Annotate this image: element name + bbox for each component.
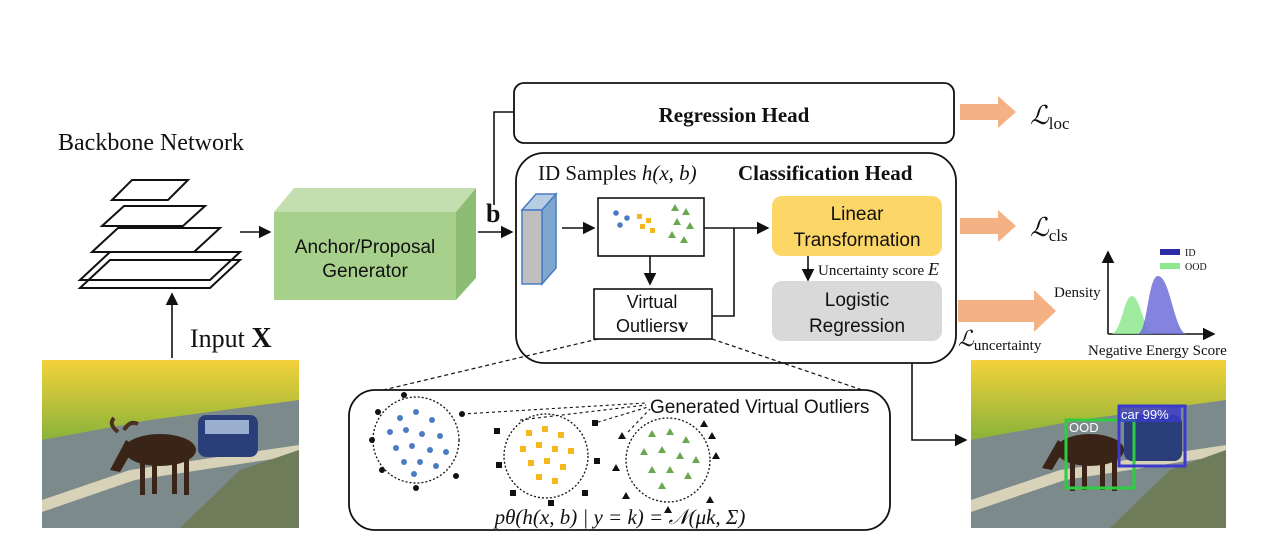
head-to-output-arrow — [911, 363, 968, 447]
loss-uncertainty-label: ℒuncertainty — [958, 326, 1042, 354]
virtual-label-line2: Outliersv — [616, 315, 688, 337]
green-cluster — [612, 417, 720, 513]
logistic-label-line2: Regression — [809, 316, 905, 337]
regression-head-box — [513, 82, 955, 144]
ood-detection-box — [1064, 418, 1136, 490]
legend-ood-label: OOD — [1185, 262, 1207, 273]
loss-arrow-loc — [960, 96, 1016, 128]
loss-loc-label: ℒloc — [1030, 101, 1070, 133]
id-samples-label: ID Samples h(x, b) — [538, 161, 697, 185]
linear-transformation-box — [772, 196, 942, 256]
density-ylabel: Density — [1054, 285, 1101, 301]
car-detection-label: car 99% — [1121, 407, 1169, 422]
yellow-cluster — [494, 413, 600, 506]
zoom-line-left — [357, 338, 599, 397]
legend-id-label: ID — [1185, 248, 1196, 259]
regression-head-label: Regression Head — [659, 103, 810, 127]
virtual-outliers-inset — [348, 389, 891, 531]
output-image: OOD car 99% — [971, 360, 1226, 528]
legend-ood-swatch — [1160, 263, 1180, 269]
density-xlabel: Negative Energy Score — [1088, 343, 1227, 359]
id-sample-points — [613, 204, 694, 243]
backbone-layers — [77, 179, 243, 289]
backbone-title: Backbone Network — [58, 130, 244, 156]
loss-arrow-uncertainty — [958, 290, 1056, 332]
legend-id-swatch — [1160, 249, 1180, 255]
gaussian-formula: pθ(h(x, b) | y = k) = 𝒩(μk, Σ) — [493, 505, 746, 529]
generated-outliers-label: Generated Virtual Outliers — [650, 397, 869, 418]
uncertainty-score-label: Uncertainty score E — [818, 259, 939, 279]
linear-label-line1: Linear — [831, 204, 884, 225]
id-density-curve — [1138, 276, 1186, 334]
virtual-to-linear-line — [712, 228, 735, 317]
virtual-label-line1: Virtual — [627, 292, 678, 312]
input-image — [42, 360, 299, 528]
ood-detection-label: OOD — [1069, 420, 1099, 435]
anchor-proposal-generator: Anchor/Proposal Generator — [274, 188, 476, 300]
logistic-regression-box — [772, 281, 942, 341]
ood-density-curve — [1112, 296, 1152, 334]
loss-cls-label: ℒcls — [1030, 213, 1068, 245]
loss-arrow-cls — [960, 210, 1016, 242]
anchor-label-line1: Anchor/Proposal — [295, 237, 435, 258]
zoom-line-right — [711, 338, 881, 397]
b-symbol: b — [486, 199, 500, 228]
b-to-regression-line — [493, 111, 514, 205]
anchor-label-line2: Generator — [322, 261, 408, 282]
virtual-outliers-box — [593, 288, 713, 340]
density-chart: ID OOD Density Negative Energy Score — [1054, 248, 1227, 359]
outlier-callout-lines — [461, 402, 651, 433]
input-label: Input X — [190, 323, 272, 354]
blue-cluster — [369, 392, 465, 491]
id-samples-box — [597, 197, 705, 257]
logistic-label-line1: Logistic — [825, 290, 889, 311]
feature-map-slab — [520, 192, 558, 286]
linear-label-line2: Transformation — [793, 230, 920, 251]
classification-head-label: Classification Head — [738, 161, 913, 185]
